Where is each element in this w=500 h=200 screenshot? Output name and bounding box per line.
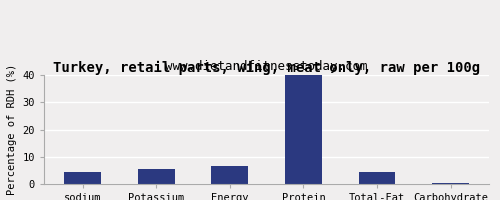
Bar: [432, 183, 469, 184]
Bar: [64, 172, 101, 184]
Y-axis label: Percentage of RDH (%): Percentage of RDH (%): [7, 64, 17, 195]
Text: www.dietandfitnesstoday.com: www.dietandfitnesstoday.com: [166, 60, 368, 73]
Bar: [358, 172, 396, 184]
Bar: [285, 75, 322, 184]
Title: Turkey, retail parts, wing, meat only, raw per 100g: Turkey, retail parts, wing, meat only, r…: [53, 61, 480, 75]
Bar: [138, 169, 174, 184]
Bar: [212, 166, 248, 184]
